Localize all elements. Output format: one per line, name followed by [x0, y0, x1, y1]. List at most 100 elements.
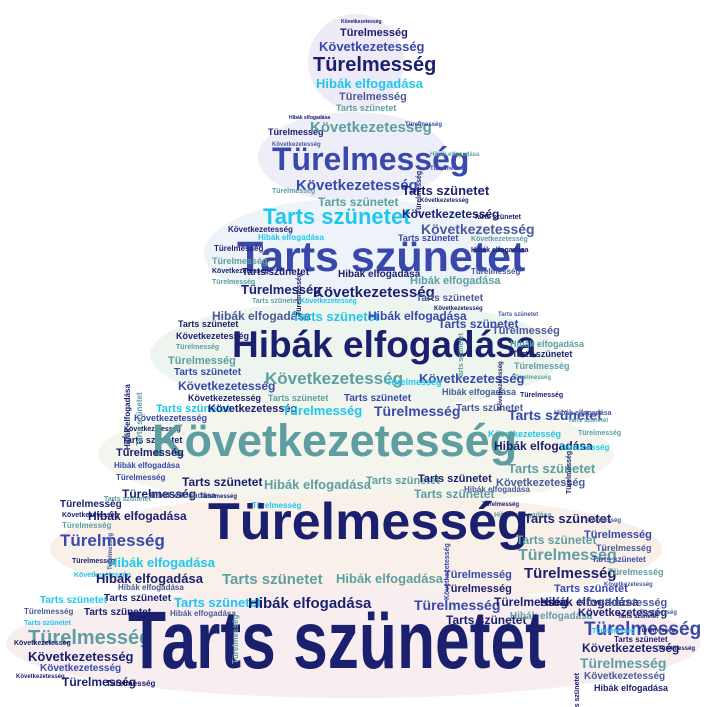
word-tarts-szunetet: Tarts szünetet [122, 435, 183, 445]
word-turelmesseg: Türelmesség [339, 91, 407, 103]
word-tarts-szunetet: Tarts szünetet [318, 195, 399, 209]
word-hibak-elfogadasa: Hibák elfogadása [118, 583, 184, 592]
word-kovetkezetesseg: Következetesség [319, 39, 425, 54]
word-turelmesseg: Türelmesség [640, 610, 678, 616]
word-tarts-szunetet: Tarts szünetet [458, 333, 465, 380]
word-hibak-elfogadasa: Hibák elfogadása [410, 275, 501, 287]
word-tarts-szunetet: Tarts szünetet [554, 583, 628, 595]
word-kovetkezetesseg: Következetesség [313, 284, 435, 301]
word-hibak-elfogadasa: Hibák elfogadása [554, 410, 612, 417]
word-tarts-szunetet: Tarts szünetet [344, 393, 412, 404]
word-turelmesseg: Türelmesség [176, 344, 220, 351]
word-hibak-elfogadasa: Hibák elfogadása [494, 439, 593, 453]
word-kovetkezetesseg: Következetesség [584, 671, 666, 682]
word-tarts-szunetet: Tarts szünetet [222, 571, 323, 588]
word-hibak-elfogadasa: Hibák elfogadása [368, 309, 467, 323]
word-tarts-szunetet: Tarts szünetet [84, 607, 152, 618]
word-kovetkezetesseg: Következetesség [265, 369, 403, 388]
word-kovetkezetesseg: Következetesség [74, 572, 131, 579]
word-kovetkezetesseg: Következetesség [496, 477, 586, 489]
word-turelmesseg: Türelmesség [584, 518, 622, 524]
word-tarts-szunetet: Tarts szünetet [402, 183, 490, 198]
word-turelmesseg: Türelmesség [268, 127, 324, 137]
word-tarts-szunetet: Tarts szünetet [592, 555, 646, 564]
word-turelmesseg: Türelmesség [444, 583, 512, 595]
word-turelmesseg: Türelmesség [241, 282, 322, 297]
word-turelmesseg: Türelmesség [60, 531, 165, 550]
word-tarts-szunetet: Tarts szünetet [508, 407, 602, 423]
word-turelmesseg: Türelmesség [200, 494, 238, 500]
word-turelmesseg: Türelmesség [494, 595, 569, 609]
word-turelmesseg: Türelmesség [608, 567, 664, 577]
word-kovetkezetesseg: Következetesség [134, 413, 208, 423]
word-turelmesseg: Türelmesség [560, 443, 610, 452]
word-tarts-szunetet: Tarts szünetet [174, 595, 262, 610]
word-turelmesseg: Türelmesség [638, 628, 676, 634]
word-turelmesseg: Türelmesség [596, 543, 652, 553]
word-tarts-szunetet: Tarts szünetet [336, 103, 397, 113]
word-kovetkezetesseg: Következetesség [578, 597, 668, 609]
word-turelmesseg: Türelmesség [212, 279, 256, 286]
word-turelmesseg: Türelmesség [340, 27, 408, 39]
word-turelmesseg: Türelmesség [518, 547, 617, 564]
word-tarts-szunetet: Tarts szünetet [178, 319, 239, 329]
word-turelmesseg: Türelmesség [444, 569, 512, 581]
word-tarts-szunetet: Tarts szünetet [135, 392, 144, 446]
word-turelmesseg: Türelmesség [584, 619, 702, 640]
word-tarts-szunetet: Tarts szünetet [156, 403, 230, 415]
cloud-tier-2 [258, 112, 448, 202]
word-hibak-elfogadasa: Hibák elfogadása [248, 595, 372, 612]
word-hibak-elfogadasa: Hibák elfogadása [88, 509, 187, 523]
word-tarts-szunetet: Tarts szünetet [237, 233, 526, 281]
word-turelmesseg: Türelmesség [116, 447, 184, 459]
word-kovetkezetesseg: Következetesség [420, 198, 469, 204]
word-turelmesseg: Türelmesség [405, 122, 443, 128]
word-turelmesseg: Türelmesség [471, 267, 521, 276]
word-tarts-szunetet: Tarts szünetet [618, 614, 659, 620]
word-hibak-elfogadasa: Hibák elfogadása [258, 233, 324, 242]
word-hibak-elfogadasa: Hibák elfogadása [108, 555, 215, 570]
word-turelmesseg: Türelmesség [658, 646, 696, 652]
word-tarts-szunetet: Tarts szünetet [104, 593, 172, 604]
word-tarts-szunetet: Tarts szünetet [24, 620, 71, 627]
word-turelmesseg: Türelmesség [214, 244, 264, 253]
word-turelmesseg: Türelmesség [208, 493, 529, 551]
word-tarts-szunetet: Tarts szünetet [574, 673, 581, 707]
word-kovetkezetesseg: Következetesség [582, 641, 680, 655]
word-turelmesseg: Türelmesség [60, 499, 122, 510]
word-tarts-szunetet: Tarts szünetet [398, 233, 459, 243]
word-hibak-elfogadasa: Hibák elfogadása [338, 269, 421, 280]
word-tarts-szunetet: Tarts szünetet [414, 487, 495, 501]
word-kovetkezetesseg: Következetesség [152, 415, 518, 466]
word-kovetkezetesseg: Következetesség [471, 236, 528, 243]
cloud-tier-1 [308, 14, 404, 110]
word-turelmesseg: Türelmesség [374, 403, 461, 419]
word-kovetkezetesseg: Következetesség [188, 393, 262, 403]
word-kovetkezetesseg: Következetesség [178, 379, 276, 393]
word-hibak-elfogadasa: Hibák elfogadása [96, 571, 203, 586]
word-hibak-elfogadasa: Hibák elfogadása [471, 247, 529, 254]
cloud-tier-6 [50, 494, 662, 604]
word-kovetkezetesseg: Következetesség [40, 663, 122, 674]
word-kovetkezetesseg: Következetesség [272, 142, 321, 148]
word-tarts-szunetet: Tarts szünetet [174, 367, 242, 378]
word-kovetkezetesseg: Következetesség [296, 177, 418, 194]
word-hibak-elfogadasa: Hibák elfogadása [232, 324, 537, 365]
word-turelmesseg: Türelmesség [296, 272, 303, 316]
word-hibak-elfogadasa: Hibák elfogadása [114, 461, 180, 470]
word-kovetkezetesseg: Következetesség [124, 426, 181, 433]
word-hibak-elfogadasa: Hibák elfogadása [430, 152, 480, 158]
word-turelmesseg: Türelmesség [584, 529, 652, 541]
word-kovetkezetesseg: Következetesség [14, 640, 71, 647]
word-hibak-elfogadasa: Hibák elfogadása [510, 611, 593, 622]
word-tarts-szunetet: Tarts szünetet [252, 298, 299, 305]
word-turelmesseg: Türelmesség [578, 430, 622, 437]
word-turelmesseg: Türelmesség [72, 558, 116, 565]
word-kovetkezetesseg: Következetesség [28, 649, 134, 664]
word-turelmesseg: Türelmesség [28, 627, 152, 649]
word-tarts-szunetet: Tarts szünetet [104, 496, 151, 503]
word-hibak-elfogadasa: Hibák elfogadása [540, 595, 639, 609]
word-tarts-szunetet: Tarts szünetet [128, 595, 546, 686]
word-hibak-elfogadasa: Hibák elfogadása [289, 115, 331, 121]
